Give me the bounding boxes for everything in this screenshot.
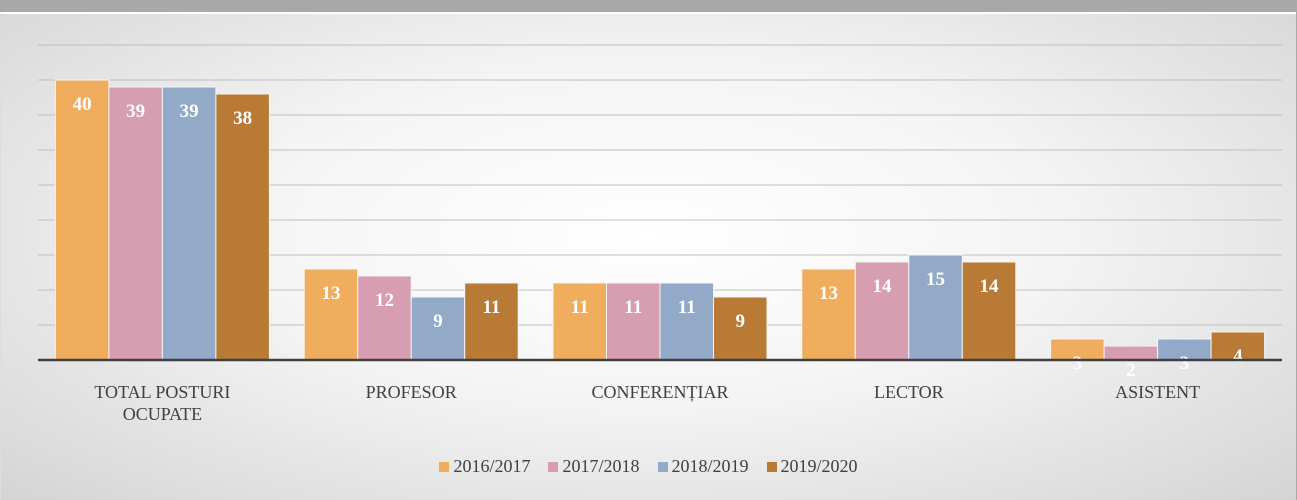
data-label: 13 <box>819 283 838 304</box>
data-label: 14 <box>980 276 1000 297</box>
data-label: 11 <box>624 297 642 318</box>
data-label: 14 <box>873 276 893 297</box>
data-label: 11 <box>482 297 500 318</box>
bar <box>1210 331 1266 361</box>
legend-label: 2017/2018 <box>562 456 640 476</box>
legend-swatch <box>766 461 777 472</box>
data-label: 13 <box>321 283 340 304</box>
data-label: 15 <box>926 269 945 290</box>
x-tick-label: TOTAL POSTURI OCUPATE <box>94 382 231 424</box>
bar <box>961 261 1017 361</box>
x-tick-label: PROFESOR <box>365 382 457 402</box>
bar <box>215 93 270 361</box>
data-label: 3 <box>1180 353 1190 374</box>
legend-item: 2017/2018 <box>548 456 640 477</box>
legend-item: 2016/2017 <box>439 456 530 477</box>
data-label: 38 <box>233 108 252 129</box>
data-label: 40 <box>73 94 92 115</box>
bar <box>854 261 910 361</box>
bar <box>464 282 519 361</box>
x-tick-label: LECTOR <box>873 382 944 402</box>
legend-label: 2019/2020 <box>780 456 858 476</box>
legend-item: 2019/2020 <box>766 456 858 477</box>
legend-swatch <box>657 461 668 472</box>
data-label: 3 <box>1073 353 1083 374</box>
data-label: 4 <box>1233 346 1243 367</box>
data-label: 39 <box>180 101 199 122</box>
bar <box>552 282 607 361</box>
bar <box>303 268 359 361</box>
data-label: 11 <box>678 297 696 318</box>
legend-swatch <box>548 461 559 472</box>
data-label: 9 <box>433 311 443 332</box>
legend: 2016/2017 2017/2018 2018/2019 2019/2020 <box>0 456 1297 477</box>
x-tick-label: CONFERENȚIAR <box>591 382 729 402</box>
bar <box>54 79 110 361</box>
legend-swatch <box>439 461 450 472</box>
bar <box>108 86 163 361</box>
legend-label: 2018/2019 <box>671 456 749 476</box>
bar <box>1103 345 1159 361</box>
x-tick-label: ASISTENT <box>1115 382 1201 402</box>
data-label: 2 <box>1126 360 1136 381</box>
data-label: 12 <box>375 290 394 311</box>
bar <box>161 86 217 361</box>
bar <box>357 275 412 361</box>
bar <box>659 282 714 361</box>
data-label: 11 <box>571 297 589 318</box>
legend-item: 2018/2019 <box>657 456 749 477</box>
bar <box>606 282 661 361</box>
bar <box>801 268 856 361</box>
legend-label: 2016/2017 <box>453 456 531 476</box>
data-label: 9 <box>736 311 746 332</box>
data-label: 39 <box>126 101 145 122</box>
bar <box>713 296 768 361</box>
